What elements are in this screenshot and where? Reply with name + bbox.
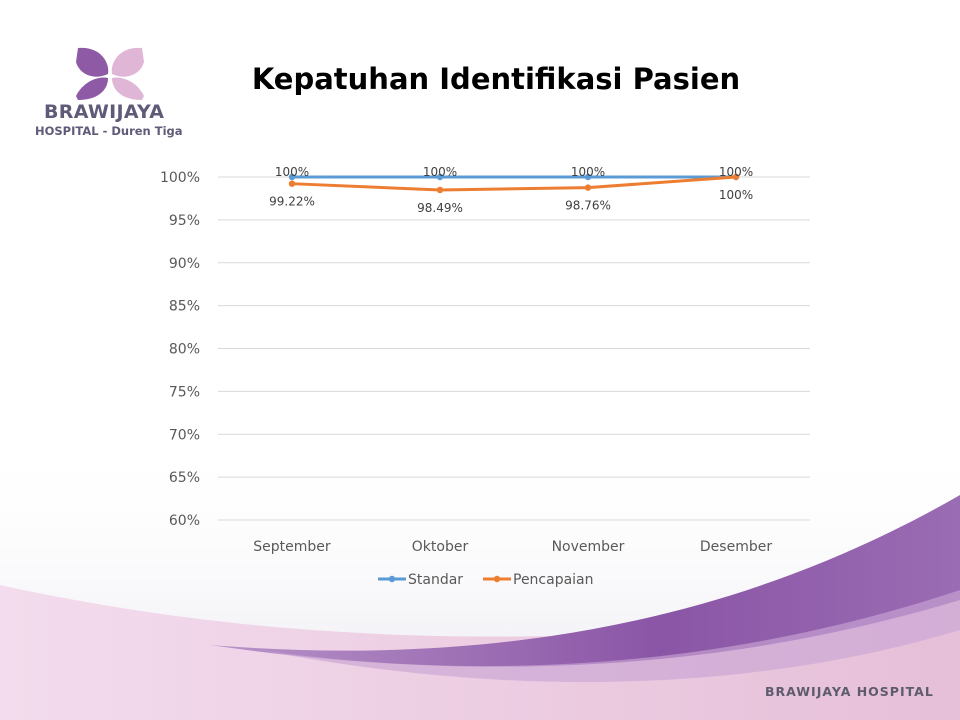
y-tick-label: 90%	[169, 256, 200, 272]
x-tick-label: September	[253, 539, 331, 555]
legend-marker-pencapaian	[493, 575, 501, 583]
slide-title: Kepatuhan Identifikasi Pasien	[251, 62, 741, 96]
y-tick-label: 60%	[169, 513, 200, 529]
data-label-pencapaian: 100%	[719, 188, 753, 202]
y-tick-label: 70%	[169, 427, 200, 443]
data-point-standar	[436, 173, 444, 181]
y-tick-label: 65%	[169, 470, 200, 486]
logo-petal-top-left	[76, 47, 109, 77]
data-point-pencapaian	[436, 186, 444, 194]
data-label-standar: 100%	[571, 165, 605, 179]
data-label-standar: 100%	[423, 165, 457, 179]
logo-petal-top-right	[111, 47, 144, 77]
legend-label-pencapaian: Pencapaian	[513, 572, 594, 588]
legend-label-standar: Standar	[408, 572, 463, 588]
data-point-pencapaian	[584, 184, 592, 191]
footer-brand: BRAWIJAYA HOSPITAL	[765, 684, 934, 699]
logo-wordmark: BRAWIJAYA	[44, 101, 165, 123]
data-point-pencapaian	[288, 180, 296, 187]
legend-marker-standar	[388, 575, 396, 583]
y-tick-label: 95%	[169, 213, 200, 229]
brawijaya-logo	[76, 47, 144, 100]
series-line-pencapaian	[291, 175, 737, 192]
y-tick-label: 80%	[169, 342, 200, 358]
data-label-pencapaian: 98.49%	[417, 201, 463, 215]
data-label-standar: 100%	[719, 165, 753, 179]
data-point-standar	[288, 173, 296, 181]
data-label-pencapaian: 99.22%	[269, 195, 315, 209]
data-point-pencapaian	[732, 173, 740, 181]
y-tick-label: 100%	[160, 170, 200, 186]
logo-petal-bottom-left	[76, 77, 108, 100]
data-point-standar	[584, 173, 592, 181]
x-tick-label: Oktober	[412, 539, 469, 555]
logo-petal-bottom-right	[112, 77, 144, 100]
data-label-pencapaian: 98.76%	[565, 199, 611, 213]
data-label-standar: 100%	[275, 165, 309, 179]
x-tick-label: November	[552, 539, 625, 555]
x-tick-label: Desember	[700, 539, 772, 555]
y-tick-label: 75%	[169, 384, 200, 400]
logo-subtitle: HOSPITAL - Duren Tiga	[35, 124, 183, 138]
y-tick-label: 85%	[169, 299, 200, 315]
